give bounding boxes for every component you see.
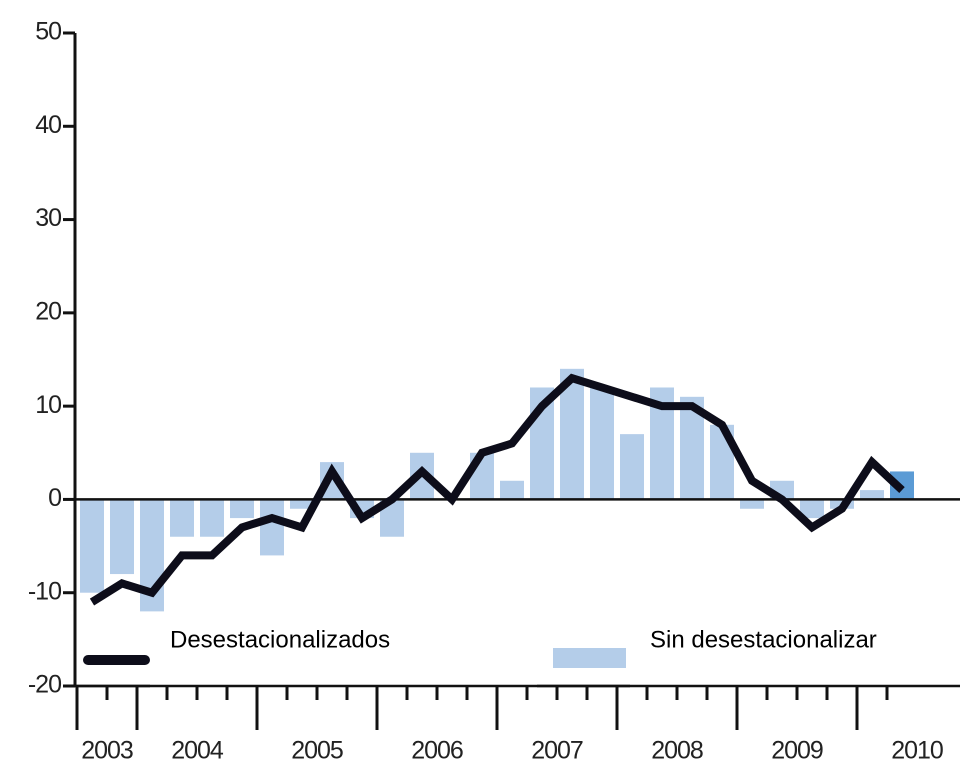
y-tick-label: -10 bbox=[28, 577, 61, 605]
bar bbox=[230, 499, 254, 519]
x-year-label: 2007 bbox=[531, 737, 583, 765]
x-year-label: 2010 bbox=[891, 737, 943, 765]
bar bbox=[260, 499, 284, 556]
legend-swatch bbox=[553, 648, 626, 668]
bar bbox=[620, 434, 644, 500]
bar bbox=[500, 480, 524, 500]
legend-label: Desestacionalizados bbox=[170, 626, 390, 653]
legend-bg bbox=[80, 620, 960, 682]
y-tick-label: 10 bbox=[35, 391, 61, 419]
bar bbox=[860, 490, 884, 500]
bar bbox=[800, 499, 824, 519]
y-tick-label: 50 bbox=[35, 18, 61, 46]
y-tick-label: 30 bbox=[35, 204, 61, 232]
x-year-label: 2004 bbox=[171, 737, 224, 765]
x-year-label: 2009 bbox=[771, 737, 823, 765]
legend-label: Sin desestacionalizar bbox=[650, 626, 877, 653]
x-year-label: 2003 bbox=[81, 737, 133, 765]
bar bbox=[740, 499, 764, 509]
y-tick-label: 20 bbox=[35, 297, 61, 325]
bar bbox=[590, 387, 614, 500]
y-tick-label: 40 bbox=[35, 111, 61, 139]
y-tick-label: 0 bbox=[48, 484, 61, 512]
x-year-label: 2005 bbox=[291, 737, 343, 765]
bar bbox=[110, 499, 134, 575]
bar bbox=[200, 499, 224, 537]
y-tick-label: -20 bbox=[28, 671, 61, 699]
bar bbox=[80, 499, 104, 593]
x-year-label: 2008 bbox=[651, 737, 703, 765]
line-series bbox=[89, 373, 905, 606]
bar bbox=[170, 499, 194, 537]
bar bbox=[290, 499, 314, 509]
x-year-label: 2006 bbox=[411, 737, 463, 765]
